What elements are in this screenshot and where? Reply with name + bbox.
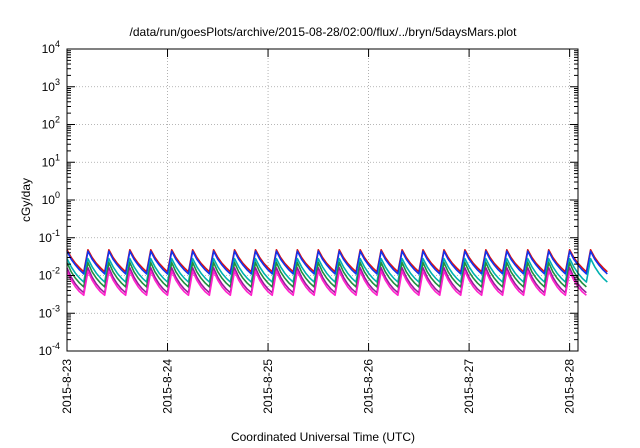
series-line-5 [66, 266, 587, 294]
y-tick-labels: 10-4 10-3 10-2 10-1 100 101 102 103 104 [39, 39, 60, 358]
y-tick-label: 10-4 [39, 341, 60, 358]
x-axis-label: Coordinated Universal Time (UTC) [231, 430, 415, 444]
series-group [66, 248, 608, 297]
y-tick-label: 103 [42, 77, 60, 94]
series-line-6 [66, 270, 587, 297]
y-tick-label: 104 [42, 39, 60, 56]
y-axis-label: cGy/day [19, 178, 33, 222]
x-tick-label: 2015-8-26 [362, 359, 376, 414]
grid-lines [67, 49, 578, 351]
x-tick-labels: 2015-8-23 2015-8-24 2015-8-25 2015-8-26 2015… [60, 359, 577, 414]
x-tick-label: 2015-8-23 [60, 359, 74, 414]
x-tick-label: 2015-8-24 [161, 359, 175, 414]
y-tick-label: 10-1 [39, 228, 60, 245]
y-tick-label: 102 [42, 115, 60, 132]
y-tick-label: 101 [42, 152, 60, 169]
y-tick-label: 10-3 [39, 303, 60, 320]
series-line-2 [66, 250, 608, 275]
chart-title: /data/run/goesPlots/archive/2015-08-28/0… [130, 25, 518, 39]
y-tick-label: 100 [42, 190, 60, 207]
axis-ticks [66, 48, 578, 352]
x-tick-label: 2015-8-27 [462, 359, 476, 414]
series-line-4 [66, 261, 587, 288]
y-tick-label: 10-2 [39, 266, 60, 283]
x-tick-label: 2015-8-25 [261, 359, 275, 414]
x-tick-label: 2015-8-28 [563, 359, 577, 414]
